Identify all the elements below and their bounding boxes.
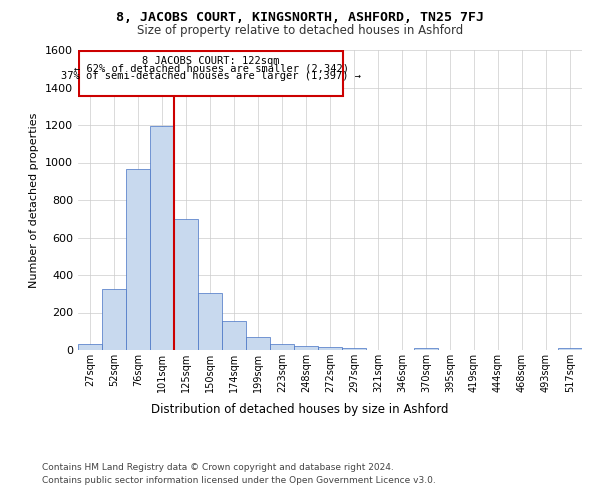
Text: 37% of semi-detached houses are larger (1,397) →: 37% of semi-detached houses are larger (… <box>61 71 361 81</box>
Text: 8 JACOBS COURT: 122sqm: 8 JACOBS COURT: 122sqm <box>142 56 280 66</box>
Bar <box>294 346 318 350</box>
Text: ← 62% of detached houses are smaller (2,342): ← 62% of detached houses are smaller (2,… <box>74 64 349 74</box>
Bar <box>174 219 198 350</box>
Text: 8, JACOBS COURT, KINGSNORTH, ASHFORD, TN25 7FJ: 8, JACOBS COURT, KINGSNORTH, ASHFORD, TN… <box>116 11 484 24</box>
Bar <box>78 344 102 350</box>
Bar <box>270 344 294 350</box>
Bar <box>414 348 438 350</box>
Text: Contains HM Land Registry data © Crown copyright and database right 2024.: Contains HM Land Registry data © Crown c… <box>42 462 394 471</box>
Bar <box>342 348 366 350</box>
Y-axis label: Number of detached properties: Number of detached properties <box>29 112 40 288</box>
Text: Size of property relative to detached houses in Ashford: Size of property relative to detached ho… <box>137 24 463 37</box>
Bar <box>222 321 246 350</box>
Bar <box>79 51 343 96</box>
Bar <box>198 293 222 350</box>
Text: Distribution of detached houses by size in Ashford: Distribution of detached houses by size … <box>151 402 449 415</box>
Bar <box>126 169 150 350</box>
Bar <box>558 348 582 350</box>
Bar <box>318 347 342 350</box>
Bar <box>150 126 174 350</box>
Text: Contains public sector information licensed under the Open Government Licence v3: Contains public sector information licen… <box>42 476 436 485</box>
Bar <box>102 289 126 350</box>
Bar <box>246 337 270 350</box>
